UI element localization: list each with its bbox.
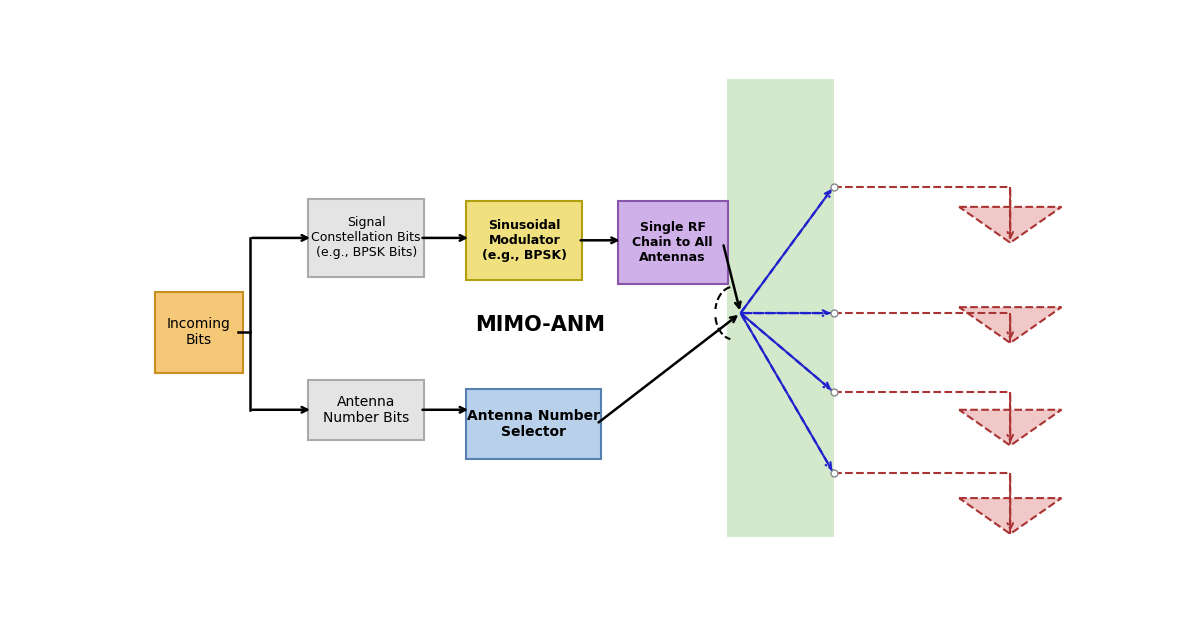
Bar — [727, 79, 834, 538]
FancyBboxPatch shape — [466, 201, 582, 280]
FancyBboxPatch shape — [618, 201, 727, 285]
Polygon shape — [959, 307, 1062, 343]
Text: Sinusoidal
Modulator
(e.g., BPSK): Sinusoidal Modulator (e.g., BPSK) — [482, 219, 566, 262]
Text: Incoming
Bits: Incoming Bits — [167, 317, 230, 347]
Text: Single RF
Chain to All
Antennas: Single RF Chain to All Antennas — [632, 221, 713, 264]
FancyBboxPatch shape — [308, 380, 425, 440]
Polygon shape — [959, 410, 1062, 446]
Text: Signal
Constellation Bits
(e.g., BPSK Bits): Signal Constellation Bits (e.g., BPSK Bi… — [312, 216, 421, 259]
Text: Antenna Number
Selector: Antenna Number Selector — [467, 409, 600, 439]
Text: MIMO-ANM: MIMO-ANM — [475, 315, 606, 335]
FancyBboxPatch shape — [308, 198, 425, 277]
FancyBboxPatch shape — [466, 389, 601, 459]
Polygon shape — [959, 498, 1062, 534]
FancyBboxPatch shape — [155, 291, 242, 373]
Text: Antenna
Number Bits: Antenna Number Bits — [323, 395, 409, 425]
Polygon shape — [959, 207, 1062, 242]
